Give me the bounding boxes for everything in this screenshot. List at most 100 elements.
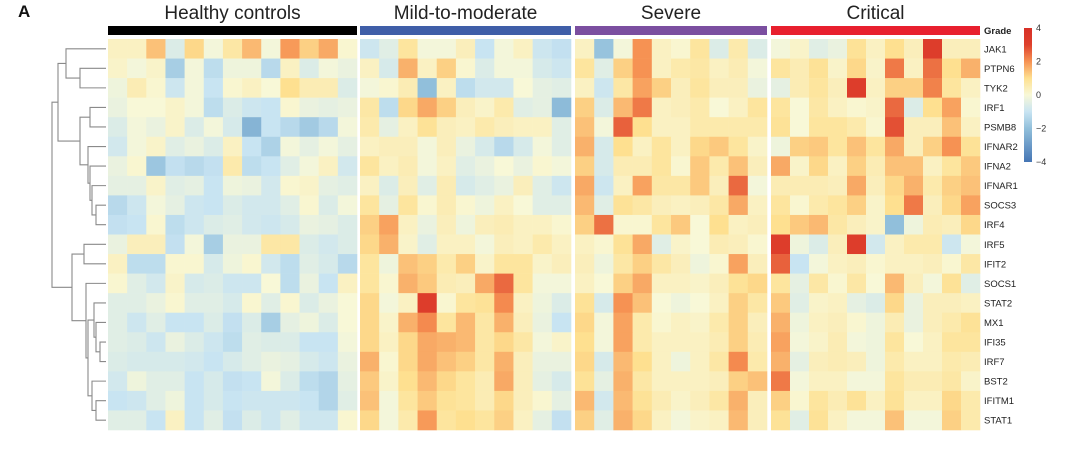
heatmap-cell <box>790 293 810 313</box>
heatmap-cell <box>532 195 553 216</box>
heatmap-cell <box>299 371 319 392</box>
heatmap-cell <box>532 234 553 255</box>
heatmap-cell <box>923 97 943 118</box>
heatmap-cell <box>551 39 572 59</box>
heatmap-cell <box>942 136 962 157</box>
heatmap-cell <box>709 97 729 118</box>
heatmap-cell <box>165 175 185 196</box>
heatmap-cell <box>709 293 729 313</box>
heatmap-cell <box>632 78 653 98</box>
heatmap-cell <box>513 195 533 216</box>
heatmap-cell <box>632 273 653 294</box>
heatmap-cell <box>532 410 553 431</box>
heatmap-cell <box>165 234 185 255</box>
heatmap-cell <box>551 293 572 313</box>
heatmap-cell <box>146 410 166 431</box>
heatmap-cell <box>417 293 438 313</box>
heatmap-cell <box>203 39 224 59</box>
heatmap-cell <box>809 371 829 392</box>
heatmap-cell <box>809 156 829 177</box>
heatmap-cell <box>513 97 533 118</box>
heatmap-cell <box>146 371 166 392</box>
heatmap-cell <box>108 58 128 79</box>
heatmap-cells <box>108 39 981 431</box>
heatmap-cell <box>866 97 886 118</box>
heatmap-cell <box>379 117 399 138</box>
heatmap-cell <box>923 351 943 372</box>
heatmap-cell <box>942 332 962 353</box>
heatmap-cell <box>222 175 243 196</box>
heatmap-cell <box>809 58 829 79</box>
heatmap-cell <box>398 78 418 98</box>
heatmap-cell <box>632 351 653 372</box>
heatmap-cell <box>261 156 281 177</box>
heatmap-cell <box>222 97 243 118</box>
heatmap-cell <box>494 254 514 274</box>
heatmap-cell <box>108 390 128 411</box>
gene-label: TYK2 <box>984 83 1008 94</box>
heatmap-cell <box>318 332 339 353</box>
heatmap-cell <box>923 293 943 313</box>
heatmap-cell <box>494 136 514 157</box>
heatmap-cell <box>513 58 533 79</box>
heatmap-cell <box>108 156 128 177</box>
heatmap-cell <box>632 410 653 431</box>
heatmap-cell <box>594 390 614 411</box>
heatmap-cell <box>222 156 243 177</box>
heatmap-cell <box>475 254 495 274</box>
heatmap-cell <box>280 371 300 392</box>
heatmap-cell <box>436 234 457 255</box>
heatmap-cell <box>337 273 358 294</box>
heatmap-cell <box>866 195 886 216</box>
heatmap-cell <box>127 136 147 157</box>
heatmap-cell <box>771 175 791 196</box>
heatmap-cell <box>828 58 848 79</box>
heatmap-cell <box>360 97 380 118</box>
heatmap-cell <box>551 254 572 274</box>
heatmap-cell <box>360 390 380 411</box>
heatmap-cell <box>165 273 185 294</box>
heatmap-cell <box>728 234 749 255</box>
heatmap-cell <box>790 351 810 372</box>
gene-label: IFNAR2 <box>984 142 1018 153</box>
heatmap-cell <box>885 39 905 59</box>
heatmap-cell <box>632 156 653 177</box>
heatmap-cell <box>594 234 614 255</box>
heatmap-cell <box>398 293 418 313</box>
heatmap-cell <box>632 312 653 333</box>
heatmap-cell <box>747 117 768 138</box>
heatmap-cell <box>866 410 886 431</box>
heatmap-cell <box>690 156 710 177</box>
heatmap-cell <box>398 351 418 372</box>
heatmap-cell <box>551 410 572 431</box>
heatmap-cell <box>690 273 710 294</box>
heatmap-cell <box>532 293 553 313</box>
heatmap-cell <box>904 156 924 177</box>
heatmap-cell <box>904 117 924 138</box>
heatmap-cell <box>790 58 810 79</box>
heatmap-cell <box>923 312 943 333</box>
heatmap-cell <box>923 273 943 294</box>
heatmap-cell <box>398 390 418 411</box>
heatmap-cell <box>203 58 224 79</box>
heatmap-cell <box>709 175 729 196</box>
heatmap-cell <box>417 78 438 98</box>
heatmap-cell <box>594 214 614 235</box>
heatmap-cell <box>551 175 572 196</box>
heatmap-cell <box>651 351 672 372</box>
heatmap-cell <box>337 332 358 353</box>
group-titles: Healthy controls Mild-to-moderate Severe Cr… <box>164 3 904 24</box>
heatmap-cell <box>242 390 262 411</box>
heatmap-cell <box>436 273 457 294</box>
heatmap-cell <box>885 390 905 411</box>
heatmap-cell <box>532 312 553 333</box>
heatmap-cell <box>866 390 886 411</box>
heatmap-cell <box>747 410 768 431</box>
heatmap-cell <box>379 136 399 157</box>
heatmap-cell <box>513 293 533 313</box>
heatmap-cell <box>417 351 438 372</box>
heatmap-cell <box>184 117 205 138</box>
heatmap-cell <box>961 254 981 274</box>
heatmap-cell <box>790 312 810 333</box>
heatmap-cell <box>771 332 791 353</box>
